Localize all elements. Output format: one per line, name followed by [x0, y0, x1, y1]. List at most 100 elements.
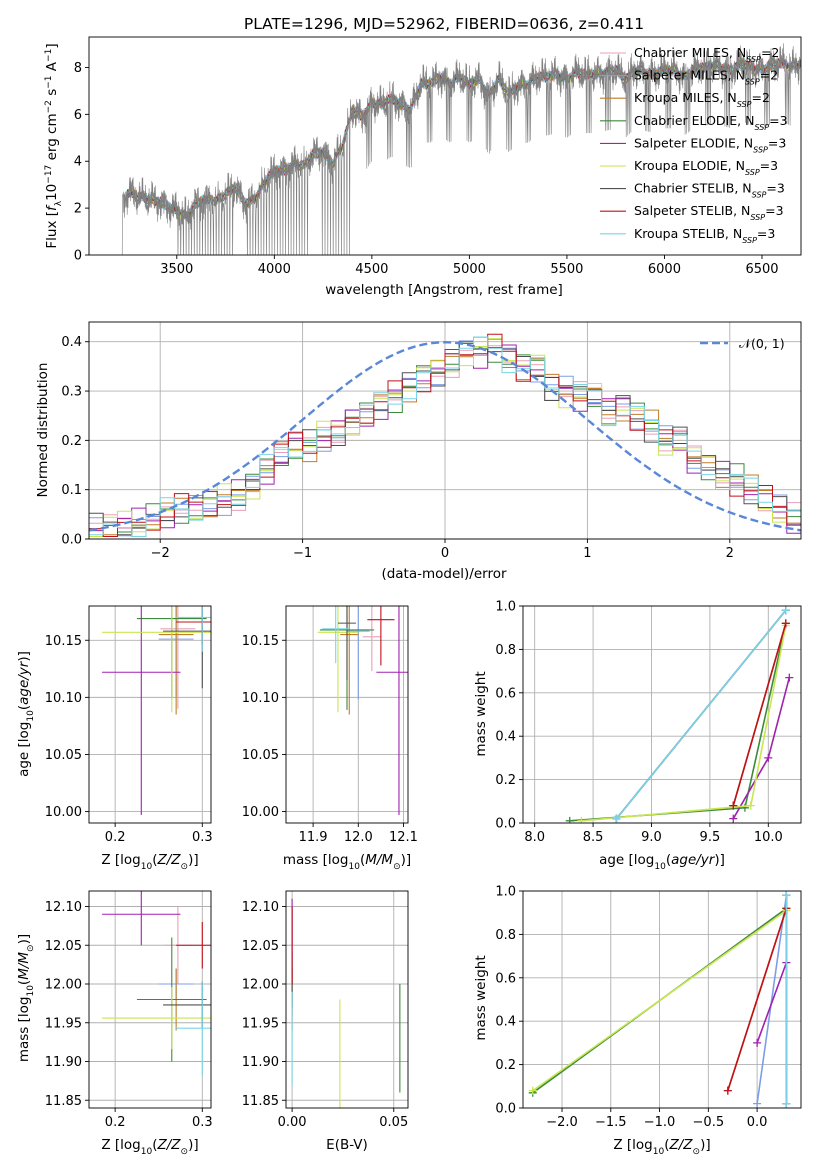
errorbar-point-chabrier-miles [362, 606, 381, 672]
x-tick-label: 10.0 [754, 830, 783, 845]
weight-marker [753, 1038, 762, 1047]
y-tick-label: 11.95 [242, 1016, 279, 1031]
legend-label: Chabrier STELIB, NSSP=3 [634, 181, 785, 200]
errorbar-point-chabrier-miles [160, 606, 196, 709]
y-tick-label: 1.0 [495, 885, 516, 900]
y-tick-label: 0.6 [495, 686, 516, 701]
axes-weight_vs_Z: −2.0 −1.5 −1.0 −0.5 0.0 0.0 0.2 0.4 0.6 0.8 1.0 Z [… [473, 885, 802, 1157]
weight-marker [782, 891, 791, 900]
y-tick-label: 0.8 [495, 643, 516, 658]
x-tick-label: −2.0 [546, 1115, 578, 1130]
x-tick-label: 0.05 [379, 1115, 408, 1130]
weight-marker [565, 816, 574, 823]
y-tick-label: 11.95 [45, 1016, 82, 1031]
x-tick-label: 6500 [745, 262, 778, 277]
y-tick-label: 12.00 [45, 978, 82, 993]
x-tick-label: −1.0 [644, 1115, 676, 1130]
figure-title: PLATE=1296, MJD=52962, FIBERID=0636, z=0… [244, 15, 644, 33]
plot-area [565, 606, 794, 823]
y-tick-label: 4 [74, 155, 82, 170]
errorbar-point-kroupa-miles [158, 606, 194, 715]
weight-polyline [581, 625, 787, 822]
x-tick-label: 12.1 [389, 830, 418, 845]
axes-frame [522, 605, 802, 824]
x-tick-label: −2 [151, 546, 170, 561]
x-axis-label: wavelength [Angstrom, rest frame] [325, 282, 563, 298]
weight-marker [753, 1099, 762, 1108]
x-axis-label: Z [log10(Z/Z⊙)] [613, 1137, 710, 1157]
y-tick-label: 2 [74, 202, 82, 217]
y-tick-label: 10.05 [242, 748, 279, 763]
y-tick-label: 0.2 [61, 434, 82, 449]
x-tick-label: 9.5 [700, 830, 721, 845]
legend-label: Chabrier ELODIE, NSSP=3 [634, 113, 788, 132]
plot-area [528, 891, 791, 1108]
y-tick-label: 12.10 [242, 900, 279, 915]
y-tick-label: 1.0 [495, 600, 516, 615]
legend-label: Kroupa MILES, NSSP=2 [634, 90, 770, 109]
y-tick-label: 0.8 [495, 928, 516, 943]
y-tick-label: 12.05 [45, 939, 82, 954]
x-tick-label: 0.00 [278, 1115, 307, 1130]
weight-marker [785, 673, 794, 682]
weight-marker [723, 1086, 732, 1095]
normal-curve-line [89, 340, 801, 532]
weight-marker [729, 801, 738, 810]
x-axis-label: Z [log10(Z/Z⊙)] [101, 852, 198, 872]
y-tick-label: 0 [74, 249, 82, 264]
axes-frame [88, 890, 212, 1109]
weight-line-salpeter-stelib [729, 619, 790, 810]
weight-polyline [532, 909, 787, 1092]
errorbar-point-salpeter-stelib [367, 606, 395, 666]
y-tick-label: 0.4 [495, 1015, 516, 1030]
y-tick-label: 11.85 [242, 1094, 279, 1109]
x-tick-label: 5500 [550, 262, 583, 277]
x-tick-label: 4500 [355, 262, 388, 277]
errorbar-point-kroupa-miles [340, 606, 359, 715]
errorbar-point-kroupa-elodie [102, 987, 211, 1050]
weight-polyline [732, 623, 787, 806]
y-tick-label: 10.00 [242, 805, 279, 820]
y-tick-label: 10.05 [45, 748, 82, 763]
weight-line-kroupa-stelib [782, 891, 791, 1108]
legend-label: 𝒩(0, 1) [739, 336, 785, 351]
plot-area [291, 898, 401, 1108]
axes-frame [88, 605, 212, 824]
errorbar-point-kroupa-stelib [322, 606, 350, 664]
errorbar-point-kroupa-stelib [176, 981, 211, 1075]
legend-label: Chabrier MILES, NSSP=2 [634, 45, 779, 64]
weight-line-salpeter-elodie [729, 673, 794, 823]
y-tick-label: 0.1 [61, 483, 82, 498]
x-tick-label: 4000 [258, 262, 291, 277]
y-tick-label: 12.10 [45, 900, 82, 915]
legend: 𝒩(0, 1) [700, 336, 785, 351]
histogram-salpeter-stelib [89, 333, 801, 537]
histogram-kroupa-stelib [89, 336, 801, 537]
x-tick-label: 0.3 [192, 830, 213, 845]
x-tick-label: 3500 [160, 262, 193, 277]
errorbar-point-salpeter-elodie [102, 606, 181, 816]
weight-marker [782, 1099, 791, 1108]
x-tick-label: 1 [583, 546, 591, 561]
y-tick-label: 0.0 [61, 533, 82, 548]
legend-label: Salpeter ELODIE, NSSP=3 [634, 135, 786, 154]
y-tick-label: 10.15 [242, 634, 279, 649]
plot-area [89, 333, 801, 537]
y-tick-label: 0.4 [495, 730, 516, 745]
x-tick-label: 2 [726, 546, 734, 561]
x-axis-label: (data-model)/error [381, 566, 507, 582]
x-tick-label: 6000 [648, 262, 681, 277]
weight-marker [764, 753, 773, 762]
y-tick-label: 12.05 [242, 939, 279, 954]
weight-marker [528, 1086, 537, 1095]
x-axis-label: mass [log10(M/M⊙)] [283, 852, 411, 872]
weight-marker [577, 816, 586, 823]
errorbar-point-salpeter-miles [347, 606, 370, 700]
axes-frame [88, 36, 802, 256]
x-axis-label: age [log10(age/yr)] [599, 852, 725, 872]
legend-label: Kroupa ELODIE, NSSP=3 [634, 158, 778, 177]
axes-spectrum: 3500 4000 4500 5000 5500 6000 6500 0 2 4 6 8 wavelen… [44, 36, 802, 298]
weight-line-chabrier-elodie [565, 619, 790, 823]
y-tick-label: 0.2 [495, 773, 516, 788]
